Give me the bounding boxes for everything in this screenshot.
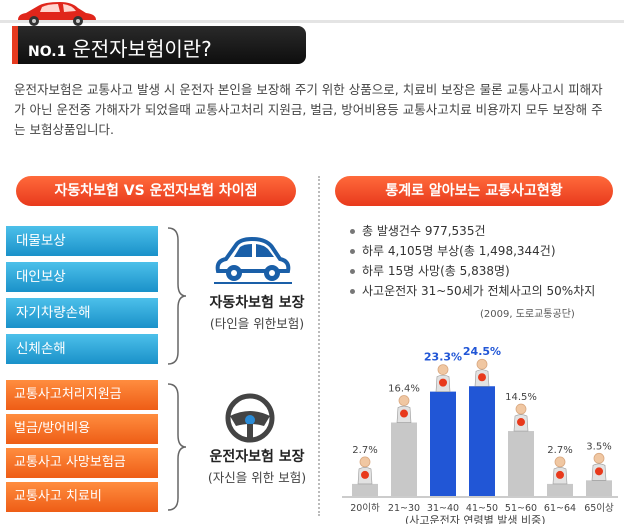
chart-bar bbox=[391, 422, 417, 496]
top-divider bbox=[0, 20, 624, 23]
chart-bar bbox=[352, 483, 378, 496]
chart-data-label: 2.7% bbox=[352, 445, 377, 456]
person-badge-icon bbox=[439, 378, 447, 387]
auto-brace bbox=[167, 227, 187, 365]
person-head-icon bbox=[593, 452, 605, 464]
driver-item: 벌금/방어비용 bbox=[6, 414, 158, 444]
auto-item: 자기차량손해 bbox=[6, 298, 158, 328]
compare-heading: 자동차보험 VS 운전자보험 차이점 bbox=[16, 176, 296, 206]
driver-label: 운전자보험 보장 bbox=[209, 449, 305, 465]
chart-bar bbox=[586, 480, 612, 496]
stats-list: 총 발생건수 977,535건 하루 4,105명 부상(총 1,498,344… bbox=[350, 221, 620, 301]
person-head-icon bbox=[437, 364, 449, 376]
chart-category-label: 41~50 bbox=[466, 503, 498, 514]
auto-item: 신체손해 bbox=[6, 334, 158, 364]
person-head-icon bbox=[515, 403, 527, 415]
driver-sub: (자신을 위한 보험) bbox=[207, 470, 307, 485]
chart-data-label: 24.5% bbox=[463, 345, 501, 358]
person-badge-icon bbox=[361, 470, 369, 479]
auto-sub: (타인을 위한보험) bbox=[209, 316, 305, 331]
chart-category-label: 20이하 bbox=[350, 502, 380, 514]
chart-data-label: 16.4% bbox=[388, 384, 420, 395]
intro-paragraph: 운전자보험은 교통사고 발생 시 운전자 본인을 보장해 주기 위한 상품으로,… bbox=[14, 82, 603, 137]
driver-item: 교통사고처리지원금 bbox=[6, 380, 158, 410]
driver-item: 교통사고 치료비 bbox=[6, 482, 158, 512]
chart-category-label: 21~30 bbox=[388, 503, 420, 514]
person-head-icon bbox=[476, 358, 488, 370]
section-title-bar: NO.1 운전자보험이란? bbox=[12, 26, 306, 64]
chart-category-label: 61~64 bbox=[544, 503, 576, 514]
chart-bar bbox=[469, 386, 495, 496]
person-head-icon bbox=[554, 456, 566, 468]
stats-heading: 통계로 알아보는 교통사고현황 bbox=[335, 176, 613, 206]
chart-caption: (사고운전자 연령별 발생 비중) bbox=[405, 514, 546, 524]
page-title: NO.1 운전자보험이란? bbox=[28, 33, 212, 62]
chart-category-label: 31~40 bbox=[427, 503, 459, 514]
auto-label: 자동차보험 보장 bbox=[209, 295, 305, 311]
title-accent bbox=[12, 26, 18, 64]
chart-data-label: 23.3% bbox=[424, 351, 462, 364]
stat-item: 하루 4,105명 부상(총 1,498,344건) bbox=[350, 241, 620, 261]
column-separator bbox=[318, 176, 320, 516]
title-main: 운전자보험이란? bbox=[72, 37, 212, 61]
steering-wheel-icon bbox=[225, 393, 275, 443]
stat-item: 총 발생건수 977,535건 bbox=[350, 221, 620, 241]
driver-item: 교통사고 사망보험금 bbox=[6, 448, 158, 478]
chart-data-label: 2.7% bbox=[547, 445, 572, 456]
chart-bar bbox=[508, 431, 534, 496]
person-badge-icon bbox=[595, 467, 603, 476]
stats-source: (2009, 도로교통공단) bbox=[480, 309, 575, 320]
stat-item: 사고운전자 31~50세가 전체사고의 50%차지 bbox=[350, 281, 620, 301]
chart-data-label: 14.5% bbox=[505, 392, 537, 403]
age-bar-chart: 2.7% 20이하 16.4% 21~30 23.3% 31~40 24.5% 41~50 14… bbox=[342, 345, 618, 514]
person-head-icon bbox=[398, 395, 410, 406]
auto-item: 대물보상 bbox=[6, 226, 158, 256]
person-badge-icon bbox=[517, 418, 525, 427]
person-badge-icon bbox=[478, 373, 486, 382]
title-prefix: NO.1 bbox=[28, 44, 67, 60]
chart-bar bbox=[547, 483, 573, 496]
chart-category-label: 65이상 bbox=[584, 503, 614, 514]
driver-brace bbox=[167, 383, 187, 511]
car-icon bbox=[214, 236, 292, 284]
chart-data-label: 3.5% bbox=[586, 441, 611, 452]
person-badge-icon bbox=[400, 409, 408, 418]
stat-item: 하루 15명 사망(총 5,838명) bbox=[350, 261, 620, 281]
person-badge-icon bbox=[556, 470, 564, 479]
red-car-icon bbox=[18, 2, 96, 26]
auto-item: 대인보상 bbox=[6, 262, 158, 292]
chart-category-label: 51~60 bbox=[505, 503, 537, 514]
person-head-icon bbox=[359, 456, 371, 468]
chart-bar bbox=[430, 391, 456, 496]
